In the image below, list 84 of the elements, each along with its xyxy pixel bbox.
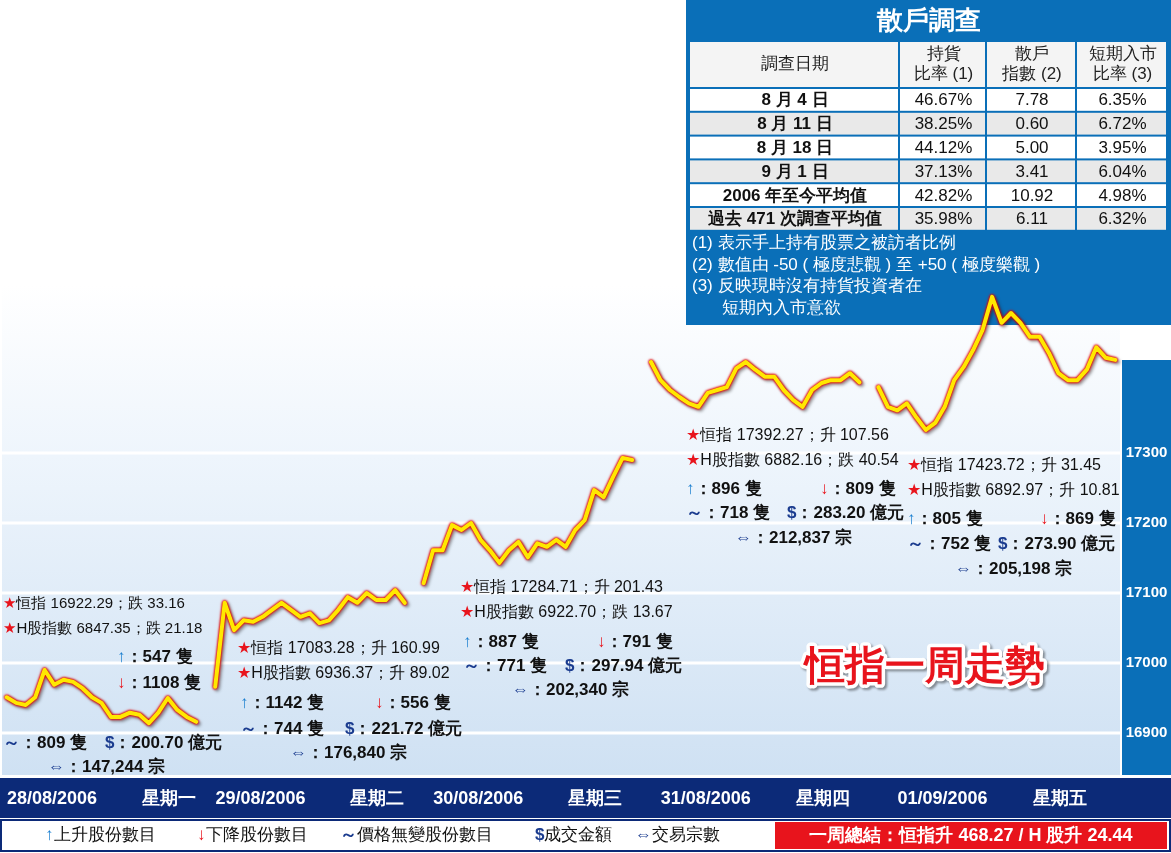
text: 44.12% bbox=[914, 137, 973, 157]
category-label: 過去 471 次調查平均值 bbox=[708, 209, 882, 229]
annotation: ⇔：176,840 宗 bbox=[290, 743, 408, 763]
annotation: ★H股指數 6882.16；跌 40.54 bbox=[686, 451, 899, 469]
annotation: ↓：809 隻 bbox=[820, 479, 896, 499]
annotation: ～：744 隻 bbox=[240, 719, 325, 739]
annotation: ★恒指 17423.72；升 31.45 bbox=[907, 456, 1102, 474]
text: 35.98% bbox=[914, 209, 973, 229]
text: (2) 數值由 -50 ( 極度悲觀 ) 至 +50 ( 極度樂觀 ) bbox=[692, 254, 1041, 274]
annotation: ★恒指 17284.71；升 201.43 bbox=[460, 578, 664, 596]
annotation: ↓：791 隻 bbox=[597, 632, 673, 652]
text: ⇔交易宗數 bbox=[635, 825, 720, 845]
category-label: 調查日期 bbox=[761, 54, 829, 74]
text: (1) 表示手上持有股票之被訪者比例 bbox=[692, 233, 956, 253]
annotation: ★恒指 17083.28；升 160.99 bbox=[237, 639, 441, 657]
text: 10.92 bbox=[1010, 185, 1054, 205]
text: 4.98% bbox=[1098, 185, 1147, 205]
annotation: ↓：556 隻 bbox=[375, 693, 451, 713]
annotation: ★H股指數 6847.35；跌 21.18 bbox=[3, 618, 203, 636]
x-tick-label: 30/08/2006 星期三 bbox=[433, 787, 623, 808]
text: 一周總結：恒指升 468.27 / H 股升 24.44 bbox=[809, 824, 1133, 845]
text: ～價格無變股份數目 bbox=[340, 825, 493, 845]
y-tick-label: 17000 bbox=[1125, 652, 1168, 670]
x-tick-label: 31/08/2006 星期四 bbox=[660, 787, 850, 808]
text: 46.67% bbox=[914, 90, 973, 110]
annotation: ⇔：202,340 宗 bbox=[512, 680, 630, 700]
y-tick-label: 16900 bbox=[1125, 722, 1168, 740]
text: ↓下降股份數目 bbox=[197, 825, 308, 845]
category-label: 9 月 1 日 bbox=[761, 161, 829, 181]
annotation: ↑：1142 隻 bbox=[240, 693, 325, 713]
category-label: 8 月 4 日 bbox=[761, 90, 829, 110]
text: ↑上升股份數目 bbox=[45, 825, 156, 845]
text: 37.13% bbox=[914, 161, 973, 181]
annotation: ↑：805 隻 bbox=[907, 509, 983, 529]
y-tick-label: 17100 bbox=[1125, 582, 1168, 600]
annotation: ↓：1108 隻 bbox=[117, 673, 202, 693]
annotation: $：273.90 億元 bbox=[998, 534, 1116, 554]
x-tick-label: 01/09/2006 星期五 bbox=[897, 787, 1087, 808]
annotation: ～：752 隻 bbox=[907, 534, 992, 554]
y-tick-label: 17200 bbox=[1125, 512, 1168, 530]
text: 6.04% bbox=[1098, 161, 1147, 181]
annotation: ★H股指數 6936.37；升 89.02 bbox=[237, 664, 450, 682]
text: 0.60 bbox=[1015, 114, 1049, 134]
text: 6.35% bbox=[1098, 90, 1147, 110]
text: 3.95% bbox=[1098, 137, 1147, 157]
annotation: ★H股指數 6922.70；跌 13.67 bbox=[460, 603, 673, 621]
annotation: ↑：547 隻 bbox=[117, 647, 193, 667]
text: 3.41 bbox=[1015, 161, 1049, 181]
x-tick-label: 29/08/2006 星期二 bbox=[215, 787, 405, 808]
category-label: 8 月 11 日 bbox=[757, 114, 833, 134]
annotation: ～：771 隻 bbox=[463, 656, 548, 676]
x-tick-label: 28/08/2006 星期一 bbox=[6, 787, 197, 808]
annotation: $：200.70 億元 bbox=[105, 733, 223, 753]
annotation: ⇔：212,837 宗 bbox=[735, 528, 853, 548]
text: 7.78 bbox=[1015, 90, 1049, 110]
annotation: ★恒指 16922.29；跌 33.16 bbox=[3, 593, 185, 611]
category-label: 8 月 18 日 bbox=[756, 137, 834, 157]
annotation: ～：718 隻 bbox=[686, 503, 771, 523]
text: 恒指一周走勢 bbox=[803, 642, 1045, 687]
annotation: ★H股指數 6892.97；升 10.81 bbox=[907, 481, 1120, 499]
annotation: $：221.72 億元 bbox=[345, 719, 463, 739]
y-tick-label: 17300 bbox=[1125, 442, 1168, 460]
category-label: 短期入市比率 (3) bbox=[1088, 44, 1157, 84]
text: 42.82% bbox=[914, 185, 973, 205]
annotation: ⇔：147,244 宗 bbox=[48, 757, 166, 777]
annotation: $：297.94 億元 bbox=[565, 656, 683, 676]
annotation: (3) 反映現時沒有持貨投資者在短期內入市意欲 bbox=[692, 276, 922, 317]
category-label: 散戶指數 (2) bbox=[1001, 44, 1062, 84]
text: 38.25% bbox=[914, 114, 973, 134]
text: 5.00 bbox=[1015, 137, 1049, 157]
text: 6.32% bbox=[1098, 209, 1147, 229]
text: 6.11 bbox=[1016, 209, 1048, 229]
annotation: ★恒指 17392.27；升 107.56 bbox=[686, 426, 890, 444]
annotation: $：283.20 億元 bbox=[787, 503, 905, 523]
category-label: 持貨比率 (1) bbox=[913, 44, 974, 84]
annotation: ↑：887 隻 bbox=[463, 632, 539, 652]
text: 散戶調查 bbox=[875, 4, 981, 35]
annotation: ～：809 隻 bbox=[3, 733, 88, 753]
annotation: ↑：896 隻 bbox=[686, 479, 762, 499]
text: 6.72% bbox=[1098, 114, 1147, 134]
text: $成交金額 bbox=[535, 825, 613, 845]
annotation: ↓：869 隻 bbox=[1040, 509, 1116, 529]
annotation: ⇔：205,198 宗 bbox=[955, 559, 1073, 579]
category-label: 2006 年至今平均值 bbox=[722, 185, 868, 205]
